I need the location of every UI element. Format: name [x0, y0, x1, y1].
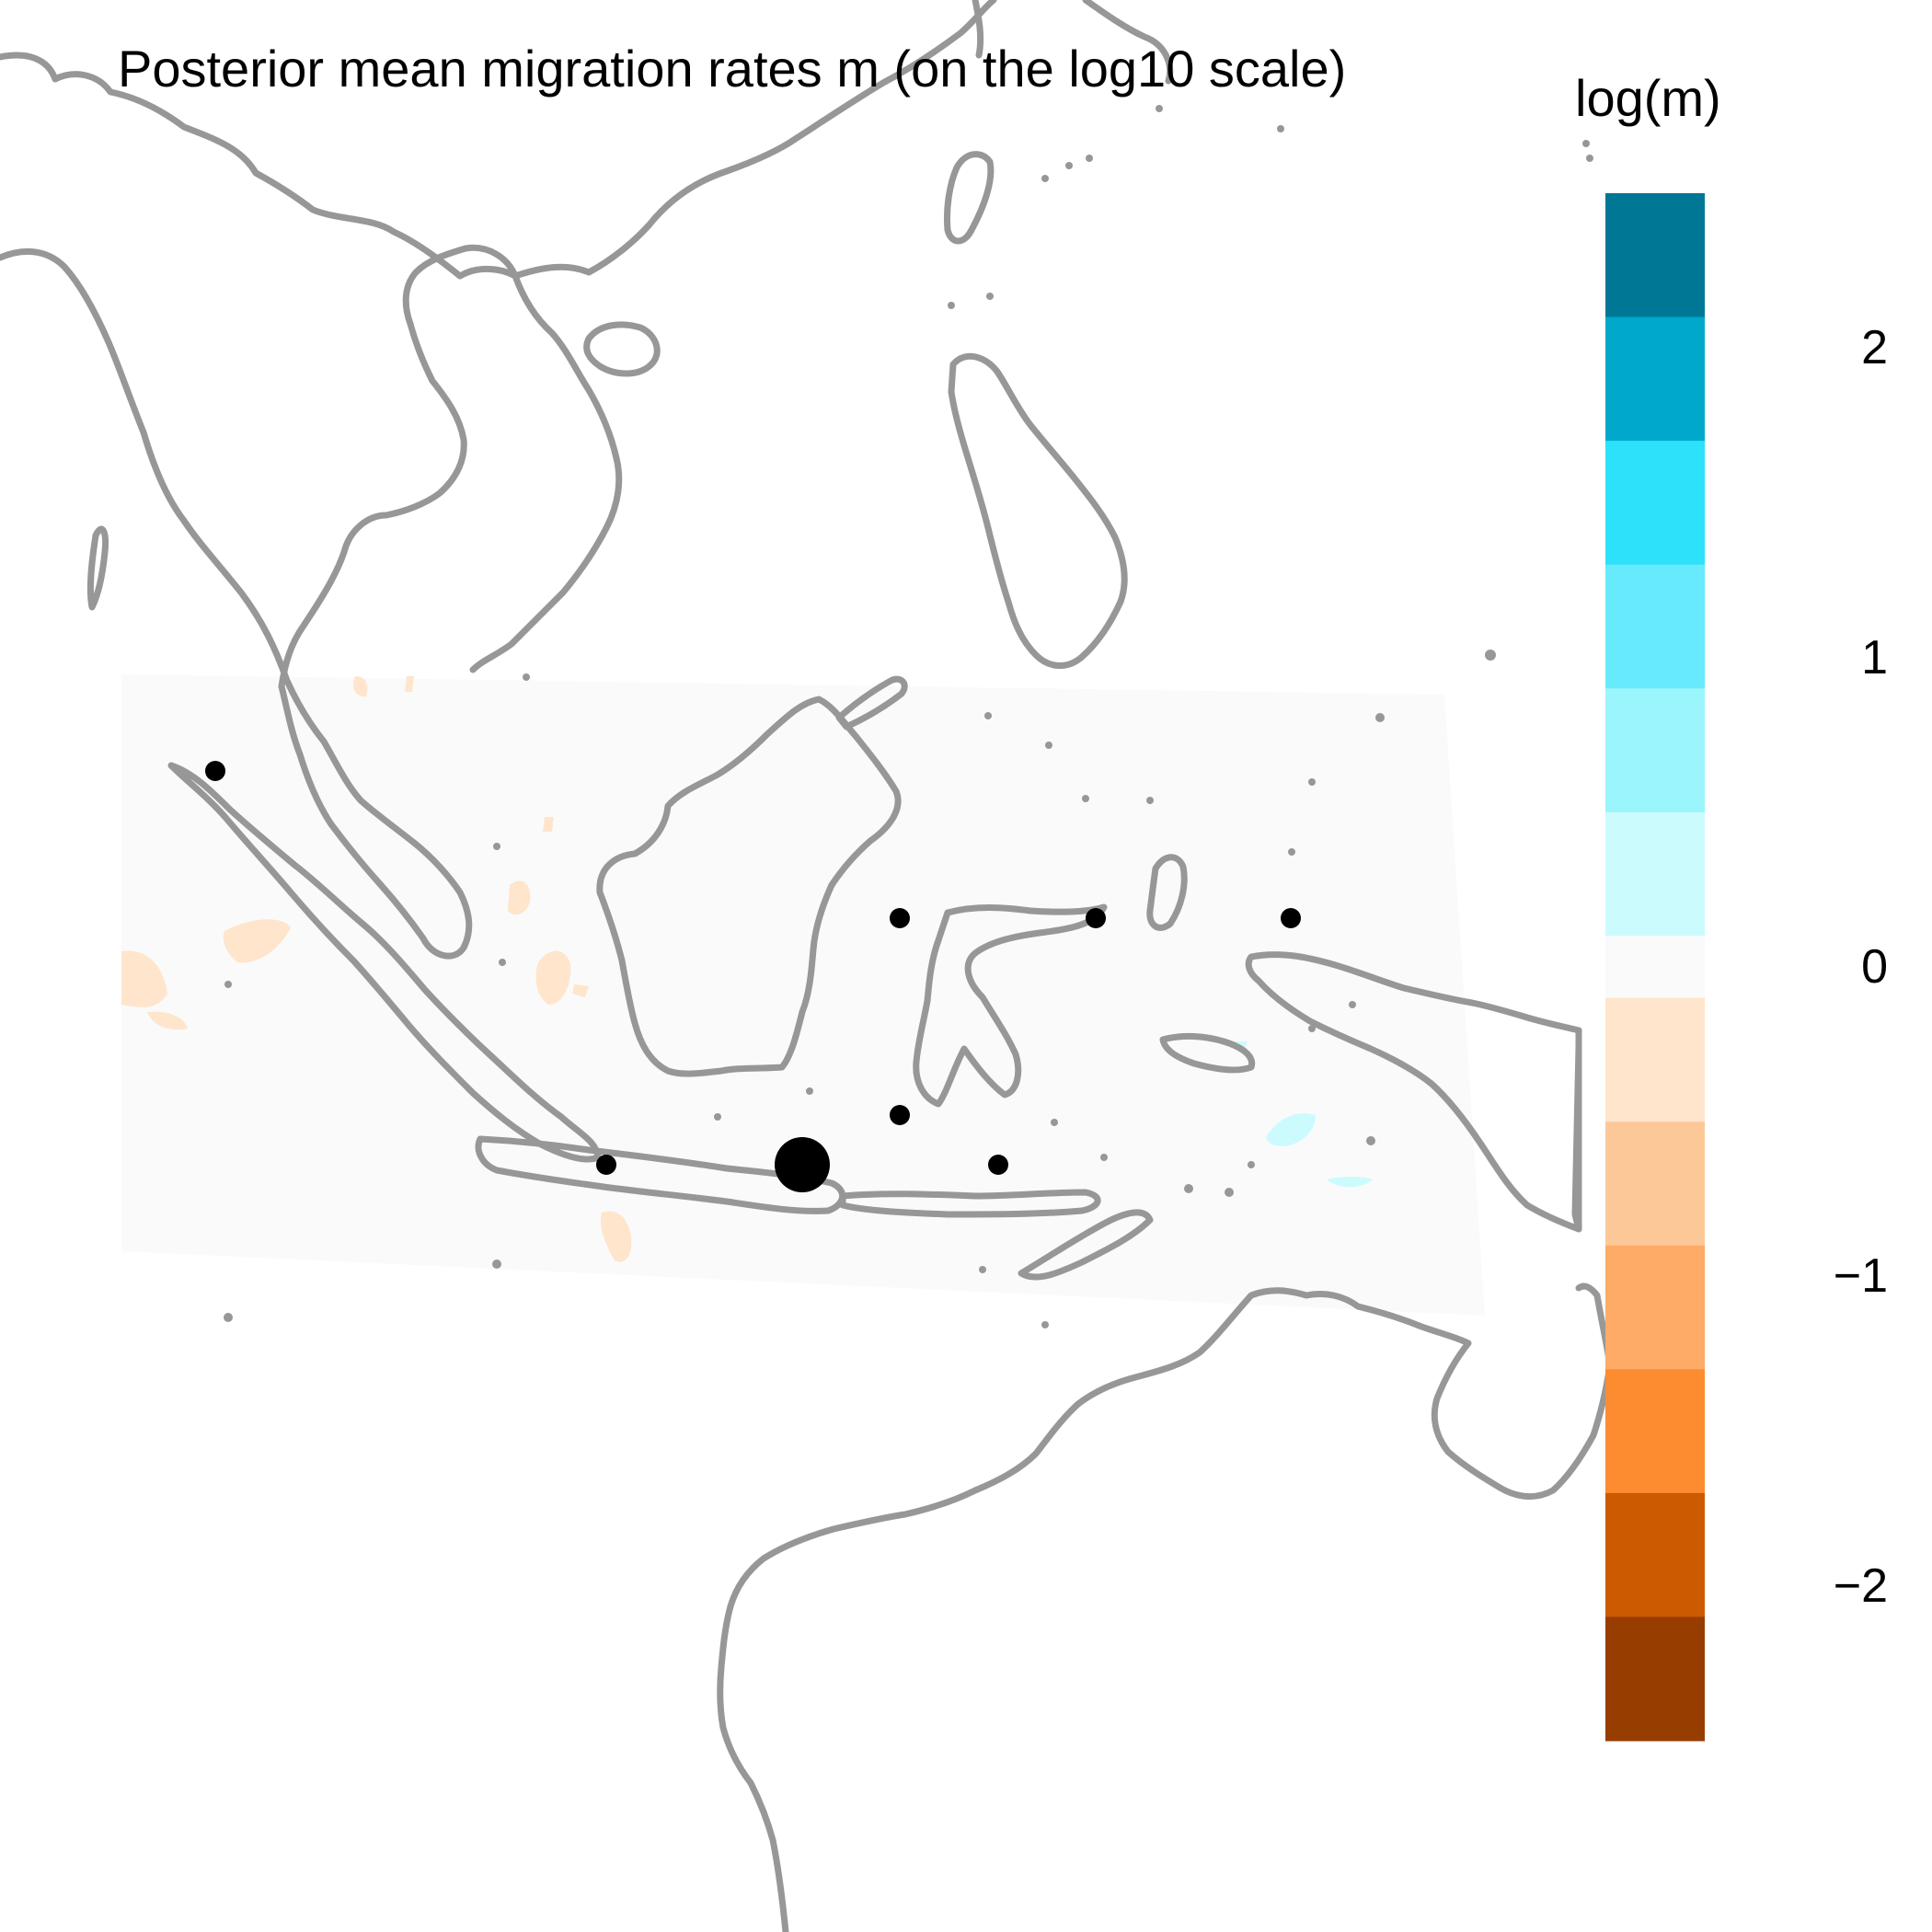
moluccas-coast: [1146, 854, 1256, 1074]
deme-point-large: [775, 1137, 830, 1192]
indochina-coast: [278, 244, 623, 690]
legend-bin-2: [1605, 441, 1705, 566]
legend-title: log(m): [1575, 69, 1721, 127]
small-islands: [224, 105, 1593, 1328]
new-guinea-coast: [1245, 951, 1582, 1233]
legend-bin-3: [1605, 564, 1705, 689]
legend-bin-11: [1605, 1492, 1705, 1618]
deme-point: [890, 1105, 910, 1125]
low-migration-patches: [121, 676, 632, 1262]
legend-tick-label: −2: [1833, 1558, 1888, 1613]
legend-bin-5: [1605, 811, 1705, 937]
java-coast: [475, 1135, 845, 1214]
taiwan-coast: [944, 151, 995, 245]
legend-bin-10: [1605, 1369, 1705, 1494]
sumatra-coast: [167, 762, 602, 1163]
deme-point: [988, 1155, 1008, 1175]
legend-tick-label: 2: [1861, 321, 1888, 375]
mainland-asia-coast: [0, 0, 997, 280]
legend-bin-8: [1605, 1121, 1705, 1247]
deme-point: [1086, 908, 1106, 928]
timor-coast: [1018, 1209, 1154, 1281]
asia-coast-south: [0, 247, 473, 960]
sulawesi-coast: [913, 903, 1108, 1108]
map-title: Posterior mean migration rates m (on the…: [118, 40, 1347, 98]
korea-japan-coast: [972, 0, 1174, 85]
legend-bin-4: [1605, 688, 1705, 813]
deme-point: [890, 908, 910, 928]
legend-tick-label: 1: [1861, 630, 1888, 684]
deme-point: [205, 761, 225, 781]
islands-west: [86, 525, 109, 611]
deme-point: [1281, 908, 1301, 928]
legend-bin-6: [1605, 936, 1705, 999]
legend-tick-label: −1: [1833, 1249, 1888, 1304]
legend-bin-1: [1605, 316, 1705, 442]
sample-demes: [205, 761, 1301, 1192]
deme-point: [596, 1155, 616, 1175]
legend-color-bar: [1605, 193, 1705, 1742]
legend-bin-12: [1605, 1616, 1705, 1742]
legend-tick-label: 0: [1861, 940, 1888, 994]
philippines-coast: [835, 352, 1128, 730]
hainan-coast: [583, 321, 661, 377]
legend-bin-7: [1605, 997, 1705, 1122]
migration-surface: [121, 674, 1485, 1316]
lesser-sunda-coast: [839, 1189, 1101, 1218]
legend-bin-0: [1605, 193, 1705, 318]
borneo-coast: [596, 696, 902, 1077]
australia-coast: [717, 1282, 1614, 1932]
legend-bin-9: [1605, 1245, 1705, 1370]
